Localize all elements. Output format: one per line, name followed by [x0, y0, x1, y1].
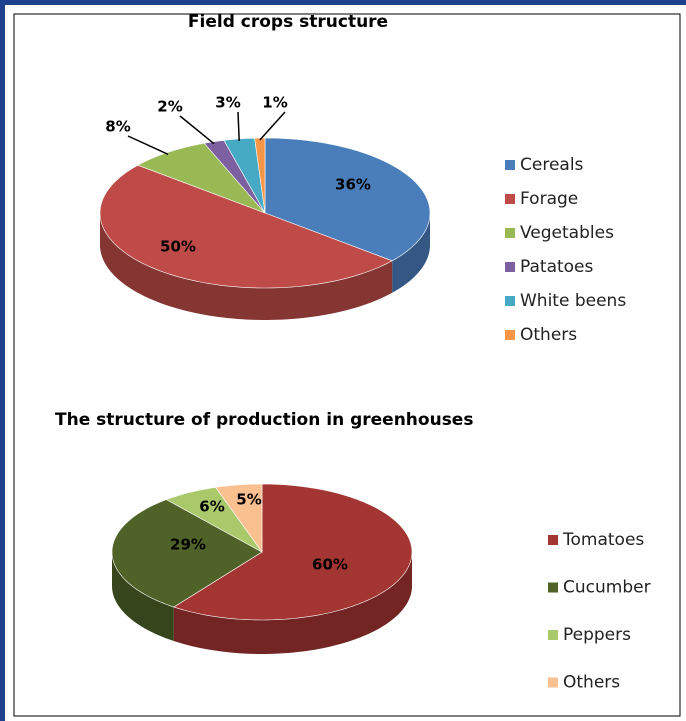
legend-swatch: [505, 296, 515, 306]
pie-slice: [165, 487, 263, 553]
pie-slice: [254, 137, 266, 214]
legend-swatch: [505, 160, 515, 170]
legend-swatch: [505, 330, 515, 340]
legend-label: White beens: [520, 291, 626, 311]
pie-slice: [111, 499, 263, 608]
data-label: 2%: [157, 98, 182, 116]
legend-swatch: [505, 262, 515, 272]
legend-swatch: [505, 228, 515, 238]
pie-slice: [215, 483, 263, 553]
pie-slice: [264, 137, 431, 262]
panel-border: [13, 13, 681, 717]
legend-swatch: [548, 630, 558, 640]
pie-slice: [99, 164, 393, 289]
pie-slice-side: [392, 213, 430, 293]
legend-label: Others: [563, 673, 620, 693]
leader-line: [127, 135, 169, 156]
legend-label: Vegetables: [520, 223, 614, 243]
pie-slice: [173, 483, 413, 621]
legend-swatch: [548, 677, 558, 688]
pie-slice-side: [173, 552, 412, 654]
data-label: 60%: [312, 556, 348, 574]
legend-label: Cucumber: [563, 578, 651, 598]
data-label: 1%: [262, 94, 287, 112]
legend-label: Patatoes: [520, 257, 594, 277]
pie-slice-side: [100, 213, 393, 320]
data-label: 29%: [170, 536, 206, 554]
data-label: 8%: [105, 118, 130, 136]
leader-line: [237, 111, 240, 141]
legend-label: Tomatoes: [562, 530, 644, 550]
legend-label: Others: [520, 325, 577, 345]
data-label: 5%: [236, 491, 261, 509]
leader-line: [259, 111, 286, 141]
chart-title: Field crops structure: [188, 12, 388, 32]
pie-slice: [137, 142, 266, 214]
legend-swatch: [548, 582, 558, 593]
legend-label: Forage: [520, 189, 578, 209]
data-label: 50%: [160, 238, 196, 256]
legend-swatch: [505, 194, 515, 204]
chart-title: The structure of production in greenhous…: [55, 410, 473, 430]
leader-line: [179, 115, 215, 145]
pie-slice-side: [112, 552, 174, 642]
legend-label: Peppers: [563, 625, 631, 645]
data-label: 36%: [335, 176, 371, 194]
data-label: 6%: [199, 498, 224, 516]
legend-swatch: [548, 535, 558, 545]
pie-slice: [203, 140, 266, 214]
legend-label: Cereals: [520, 155, 584, 175]
data-label: 3%: [215, 94, 240, 112]
